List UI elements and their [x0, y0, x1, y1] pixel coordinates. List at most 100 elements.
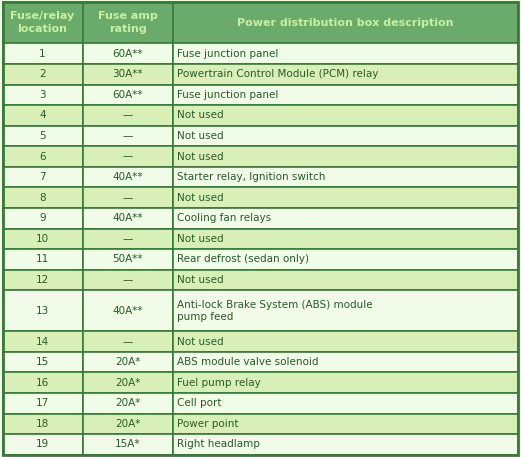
Bar	[82, 167, 173, 187]
Text: —: —	[122, 234, 133, 244]
Text: 15A*: 15A*	[115, 440, 141, 449]
Text: Not used: Not used	[177, 152, 224, 161]
Text: 40A**: 40A**	[113, 306, 143, 316]
Text: Not used: Not used	[177, 275, 224, 285]
Text: Powertrain Control Module (PCM) relay: Powertrain Control Module (PCM) relay	[177, 69, 378, 79]
Bar	[3, 393, 82, 414]
Text: Rear defrost (sedan only): Rear defrost (sedan only)	[177, 255, 309, 264]
Bar	[3, 414, 82, 434]
Bar	[82, 85, 173, 105]
Bar	[82, 249, 173, 270]
Text: 8: 8	[39, 193, 46, 202]
Text: Right headlamp: Right headlamp	[177, 440, 260, 449]
Bar	[173, 64, 518, 85]
Bar	[3, 372, 82, 393]
Text: ABS module valve solenoid: ABS module valve solenoid	[177, 357, 318, 367]
Bar	[173, 228, 518, 249]
Text: Not used: Not used	[177, 193, 224, 202]
Bar	[82, 393, 173, 414]
Bar	[3, 290, 82, 331]
Text: Cell port: Cell port	[177, 399, 221, 408]
Bar	[173, 167, 518, 187]
Text: 50A**: 50A**	[113, 255, 143, 264]
Bar	[173, 393, 518, 414]
Bar	[82, 43, 173, 64]
Bar	[82, 331, 173, 352]
Text: 6: 6	[39, 152, 46, 161]
Bar	[82, 414, 173, 434]
Bar	[82, 2, 173, 43]
Text: Fuse junction panel: Fuse junction panel	[177, 49, 278, 58]
Text: 20A*: 20A*	[115, 419, 140, 429]
Text: 40A**: 40A**	[113, 213, 143, 223]
Bar	[82, 352, 173, 372]
Text: 3: 3	[39, 90, 46, 100]
Text: —: —	[122, 193, 133, 202]
Bar	[173, 249, 518, 270]
Bar	[82, 290, 173, 331]
Bar	[173, 43, 518, 64]
Bar	[82, 208, 173, 228]
Text: 16: 16	[36, 378, 49, 388]
Text: 13: 13	[36, 306, 49, 316]
Text: Fuse/relay
location: Fuse/relay location	[10, 11, 75, 34]
Bar	[82, 105, 173, 126]
Bar	[173, 105, 518, 126]
Text: Power distribution box description: Power distribution box description	[238, 18, 454, 28]
Text: Power point: Power point	[177, 419, 239, 429]
Text: Not used: Not used	[177, 131, 224, 141]
Text: 1: 1	[39, 49, 46, 58]
Text: 4: 4	[39, 111, 46, 120]
Text: 15: 15	[36, 357, 49, 367]
Text: —: —	[122, 152, 133, 161]
Text: Not used: Not used	[177, 111, 224, 120]
Bar	[3, 43, 82, 64]
Bar	[173, 146, 518, 167]
Bar	[3, 208, 82, 228]
Text: 17: 17	[36, 399, 49, 408]
Text: —: —	[122, 337, 133, 346]
Text: 18: 18	[36, 419, 49, 429]
Bar	[3, 352, 82, 372]
Bar	[82, 228, 173, 249]
Bar	[82, 146, 173, 167]
Text: Starter relay, Ignition switch: Starter relay, Ignition switch	[177, 172, 325, 182]
Bar	[82, 126, 173, 146]
Text: Fuel pump relay: Fuel pump relay	[177, 378, 260, 388]
Bar	[82, 187, 173, 208]
Text: 7: 7	[39, 172, 46, 182]
Bar	[173, 434, 518, 455]
Bar	[3, 85, 82, 105]
Text: 9: 9	[39, 213, 46, 223]
Bar	[173, 187, 518, 208]
Bar	[82, 434, 173, 455]
Text: Anti-lock Brake System (ABS) module
pump feed: Anti-lock Brake System (ABS) module pump…	[177, 299, 373, 322]
Bar	[3, 228, 82, 249]
Text: 20A*: 20A*	[115, 378, 140, 388]
Bar	[82, 270, 173, 290]
Text: Fuse amp
rating: Fuse amp rating	[98, 11, 157, 34]
Bar	[3, 167, 82, 187]
Bar	[3, 146, 82, 167]
Text: 5: 5	[39, 131, 46, 141]
Bar	[173, 2, 518, 43]
Bar	[3, 270, 82, 290]
Text: Not used: Not used	[177, 337, 224, 346]
Bar	[3, 126, 82, 146]
Text: 10: 10	[36, 234, 49, 244]
Bar	[3, 249, 82, 270]
Text: 2: 2	[39, 69, 46, 79]
Text: 40A**: 40A**	[113, 172, 143, 182]
Bar	[173, 414, 518, 434]
Bar	[3, 105, 82, 126]
Text: —: —	[122, 275, 133, 285]
Text: 14: 14	[36, 337, 49, 346]
Bar	[3, 64, 82, 85]
Text: 30A**: 30A**	[113, 69, 143, 79]
Text: 11: 11	[36, 255, 49, 264]
Text: 20A*: 20A*	[115, 399, 140, 408]
Bar	[173, 352, 518, 372]
Text: —: —	[122, 131, 133, 141]
Text: Cooling fan relays: Cooling fan relays	[177, 213, 271, 223]
Bar	[3, 331, 82, 352]
